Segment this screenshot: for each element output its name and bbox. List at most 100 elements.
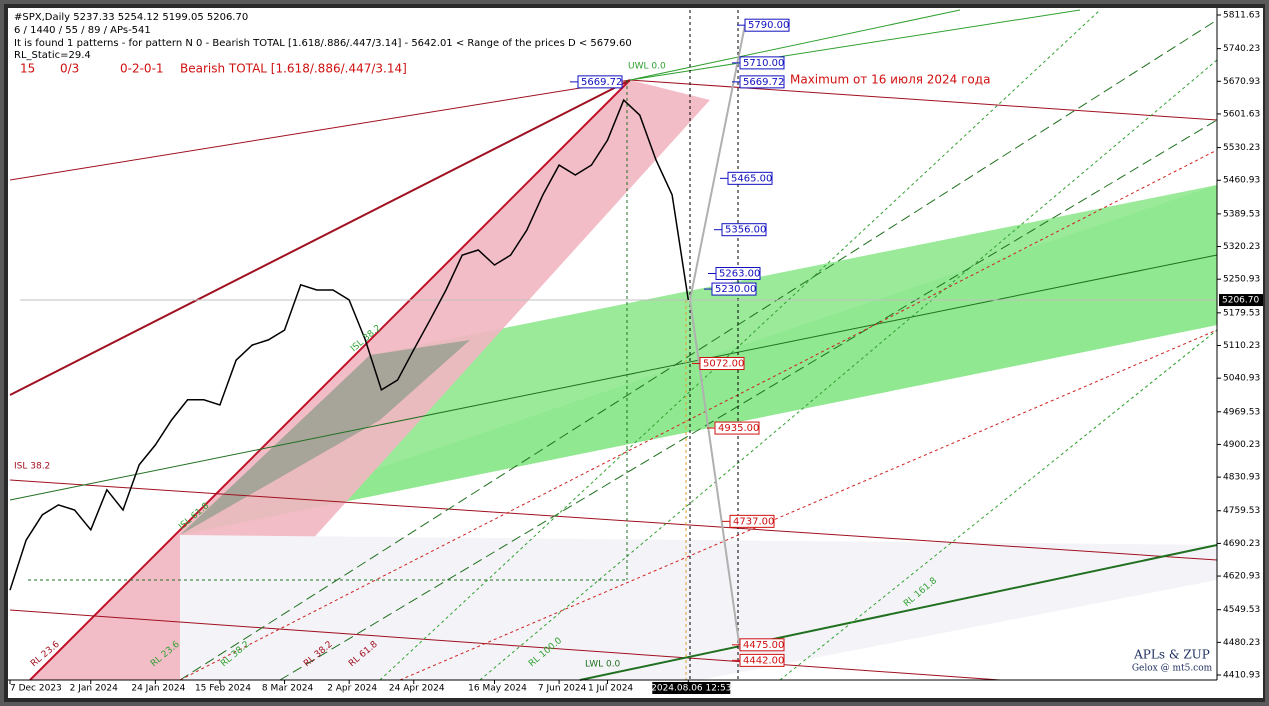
y-tick-label: 5389.53 <box>1223 209 1260 219</box>
trend-line <box>479 59 1218 681</box>
level-label: 5465.00 <box>731 173 772 184</box>
y-tick-label: 5670.93 <box>1223 77 1260 87</box>
trend-line <box>379 9 1101 681</box>
level-box <box>711 282 757 296</box>
projection <box>689 299 741 651</box>
level-box <box>744 18 790 32</box>
level-label: 5356.00 <box>725 225 766 236</box>
annotation: UWL 0.0 <box>628 62 666 72</box>
trend-line <box>629 9 961 81</box>
trend-line <box>279 119 1218 681</box>
trend-line <box>629 79 1218 121</box>
trend-line <box>629 9 1081 81</box>
level-box <box>739 653 785 667</box>
row-item: 0/3 <box>60 62 79 76</box>
level-box <box>699 357 745 371</box>
level-label: 5710.00 <box>743 58 784 69</box>
trend-line <box>9 79 631 396</box>
x-cursor-box <box>652 682 731 694</box>
projection <box>689 24 746 301</box>
x-tick-label: 8 Mar 2024 <box>262 684 314 694</box>
level-label: 5230.00 <box>715 284 756 295</box>
level-box <box>715 267 761 281</box>
y-tick-label: 5811.63 <box>1223 11 1260 21</box>
level-box <box>714 421 760 435</box>
level-label: 4475.00 <box>743 640 784 651</box>
trend-line <box>9 79 631 181</box>
gray-triangle <box>180 340 470 535</box>
level-label: 4737.00 <box>733 516 774 527</box>
header-symbol: #SPX,Daily 5237.33 5254.12 5199.05 5206.… <box>14 12 248 23</box>
dotted-zone <box>180 535 1217 680</box>
last-price-label: 5206.70 <box>1222 296 1259 306</box>
y-tick-label: 5250.93 <box>1223 275 1260 285</box>
drawings <box>9 9 1218 681</box>
level-box <box>739 75 785 89</box>
y-tick-label: 5530.23 <box>1223 143 1260 153</box>
y-tick-label: 4549.53 <box>1223 605 1260 615</box>
y-tick-label: 5179.53 <box>1223 308 1260 318</box>
annotation: ISL 38.2 <box>14 462 50 472</box>
y-tick-label: 4690.23 <box>1223 539 1260 549</box>
level-label: 5669.72 <box>581 77 622 88</box>
y-tick-label: 5110.23 <box>1223 341 1260 351</box>
level-box <box>727 171 773 185</box>
annotation: Maximum от 16 июля 2024 года <box>790 73 990 87</box>
level-box <box>739 56 785 70</box>
x-tick-label: 2 Apr 2024 <box>327 684 377 694</box>
level-label: 4442.00 <box>743 655 784 666</box>
x-tick-label: 24 Jan 2024 <box>131 684 185 694</box>
x-tick-label: 7 Jun 2024 <box>538 684 587 694</box>
trend-line <box>179 19 1218 681</box>
y-tick-label: 4410.93 <box>1223 671 1260 681</box>
y-axis-area <box>1217 8 1263 680</box>
x-tick-label: 2 Jan 2024 <box>70 684 118 694</box>
row-item: Bearish TOTAL [1.618/.886/.447/3.14] <box>180 62 407 76</box>
header-params: 6 / 1440 / 55 / 89 / APs-541 <box>14 25 151 36</box>
level-box <box>577 75 623 89</box>
x-tick-label: 2024.08.06 12:53 <box>651 684 731 694</box>
level-box <box>739 638 785 652</box>
row-item: 0-2-0-1 <box>120 62 164 76</box>
level-label: 4935.00 <box>718 423 759 434</box>
level-box <box>729 514 775 528</box>
header-pattern: It is found 1 patterns - for pattern N 0… <box>14 38 632 49</box>
price-line <box>9 98 690 591</box>
trend-line <box>9 609 1001 681</box>
x-tick-label: 15 Feb 2024 <box>195 684 251 694</box>
watermark: Gelox @ mt5.com <box>1132 664 1213 674</box>
y-tick-label: 4830.93 <box>1223 473 1260 483</box>
last-price-box <box>1219 294 1263 307</box>
y-tick-label: 5601.63 <box>1223 109 1260 119</box>
y-tick-label: 5320.23 <box>1223 242 1260 252</box>
trend-line <box>9 479 1218 561</box>
y-tick-label: 4969.53 <box>1223 407 1260 417</box>
trend-line <box>179 149 1218 681</box>
x-tick-label: 1 Jul 2024 <box>588 684 633 694</box>
y-tick-label: 5040.93 <box>1223 374 1260 384</box>
x-tick-label: 16 May 2024 <box>468 684 527 694</box>
trend-line <box>9 254 1218 501</box>
level-box <box>721 223 767 237</box>
x-tick-label: 24 Apr 2024 <box>389 684 445 694</box>
y-tick-label: 4900.23 <box>1223 440 1260 450</box>
trend-line <box>399 329 1218 681</box>
y-tick-label: 5460.93 <box>1223 176 1260 186</box>
watermark: APLs & ZUP <box>1133 648 1210 662</box>
y-tick-label: 4759.53 <box>1223 506 1260 516</box>
level-label: 5669.72 <box>743 77 784 88</box>
y-tick-label: 4620.93 <box>1223 572 1260 582</box>
x-tick-label: 7 Dec 2023 <box>10 684 62 694</box>
row-item: 15 <box>20 62 35 76</box>
trend-line <box>579 544 1218 681</box>
x-axis-area <box>8 680 1263 698</box>
level-label: 5790.00 <box>748 20 789 31</box>
annotation: LWL 0.0 <box>585 660 621 670</box>
level-label: 5072.00 <box>703 359 744 370</box>
level-label: 5263.00 <box>719 269 760 280</box>
y-tick-label: 4480.23 <box>1223 638 1260 648</box>
y-tick-label: 5740.23 <box>1223 44 1260 54</box>
header-rl: RL_Static=29.4 <box>14 50 91 61</box>
